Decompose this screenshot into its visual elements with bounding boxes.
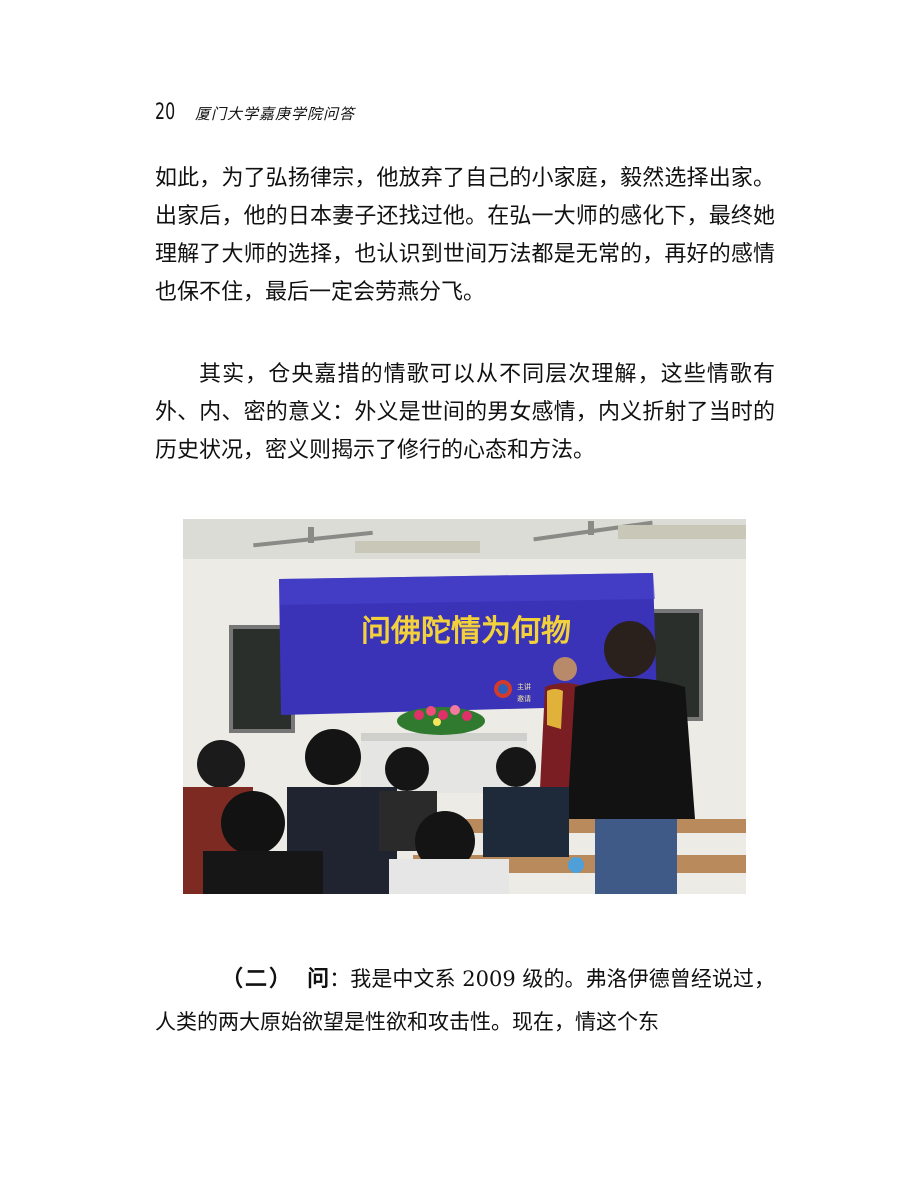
banner-small-text-2: 邀请 <box>517 694 531 703</box>
seated-students <box>183 729 584 894</box>
banner-small-text-1: 主讲 <box>517 682 531 691</box>
paragraph-2: 其实，仓央嘉措的情歌可以从不同层次理解，这些情歌有外、内、密的意义：外义是世间的… <box>155 362 775 463</box>
flower-arrangement <box>397 705 485 735</box>
question-word: 问 <box>307 967 330 992</box>
question-label: （二） <box>221 967 294 992</box>
banner-title: 问佛陀情为何物 <box>361 614 571 649</box>
question-paragraph: （二） 问：我是中文系 2009 级的。弗洛伊德曾经说过，人类的两大原始欲望是性欲… <box>155 958 775 1044</box>
standing-student <box>567 621 695 894</box>
book-title: 厦门大学嘉庚学院问答 <box>195 105 356 123</box>
paragraph-1: 如此，为了弘扬律宗，他放弃了自己的小家庭，毅然选择出家。出家后，他的日本妻子还找… <box>155 166 775 305</box>
page-number: 20 <box>155 100 176 125</box>
ceiling-fan-icon <box>253 527 373 548</box>
lecture-photo: 问佛陀情为何物 主讲 邀请 <box>183 519 746 894</box>
lecture-photo-illustration: 问佛陀情为何物 主讲 邀请 <box>183 519 746 894</box>
running-header: 20 厦门大学嘉庚学院问答 <box>155 100 355 130</box>
question-text: ：我是中文系 2009 级的。弗洛伊德曾经说过，人类的两大原始欲望是性欲和攻击性… <box>155 967 775 1034</box>
